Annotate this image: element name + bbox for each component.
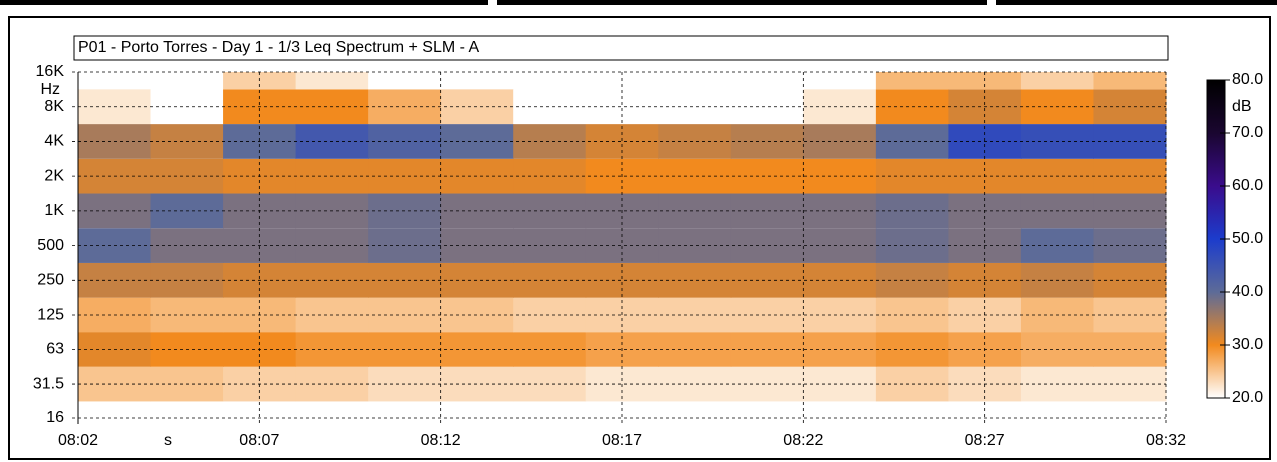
chart-title: P01 - Porto Torres - Day 1 - 1/3 Leq Spe…: [78, 39, 480, 56]
y-tick-label: 500: [37, 237, 64, 254]
tab: [497, 0, 987, 5]
y-tick-label: 63: [46, 341, 64, 358]
colorbar-tick-label: 40.0: [1232, 283, 1263, 300]
x-tick-label: 08:12: [421, 432, 461, 449]
x-tick-label: 08:02: [58, 432, 98, 449]
x-tick-label: 08:27: [965, 432, 1005, 449]
y-tick-label: 8K: [44, 98, 64, 115]
colorbar-tick-label: 80.0: [1232, 71, 1263, 88]
tab: [996, 0, 1277, 5]
y-tick-label: 250: [37, 272, 64, 289]
z-unit: dB: [1232, 98, 1252, 115]
y-tick-label: 1K: [44, 202, 64, 219]
y-tick-label: 16K: [36, 63, 65, 80]
cell: [876, 72, 949, 89]
colorbar-tick-label: 30.0: [1232, 336, 1263, 353]
cell: [368, 72, 441, 89]
cell: [1021, 72, 1094, 89]
y-tick-label: 2K: [44, 167, 64, 184]
cell: [1093, 72, 1166, 89]
colorbar-tick-label: 20.0: [1232, 389, 1263, 406]
x-unit: s: [164, 432, 172, 449]
x-tick-label: 08:32: [1146, 432, 1186, 449]
colorbar-tick-label: 50.0: [1232, 230, 1263, 247]
colorbar-tick-label: 60.0: [1232, 177, 1263, 194]
x-tick-label: 08:22: [783, 432, 823, 449]
y-tick-label: 16: [46, 409, 64, 426]
y-tick-label: 125: [37, 306, 64, 323]
y-tick-label: 4K: [44, 133, 64, 150]
cell: [296, 72, 369, 89]
y-unit: Hz: [40, 81, 60, 98]
x-tick-label: 08:07: [239, 432, 279, 449]
tab: [0, 0, 488, 5]
x-tick-label: 08:17: [602, 432, 642, 449]
y-tick-label: 31.5: [33, 375, 64, 392]
colorbar-tick-label: 70.0: [1232, 124, 1263, 141]
